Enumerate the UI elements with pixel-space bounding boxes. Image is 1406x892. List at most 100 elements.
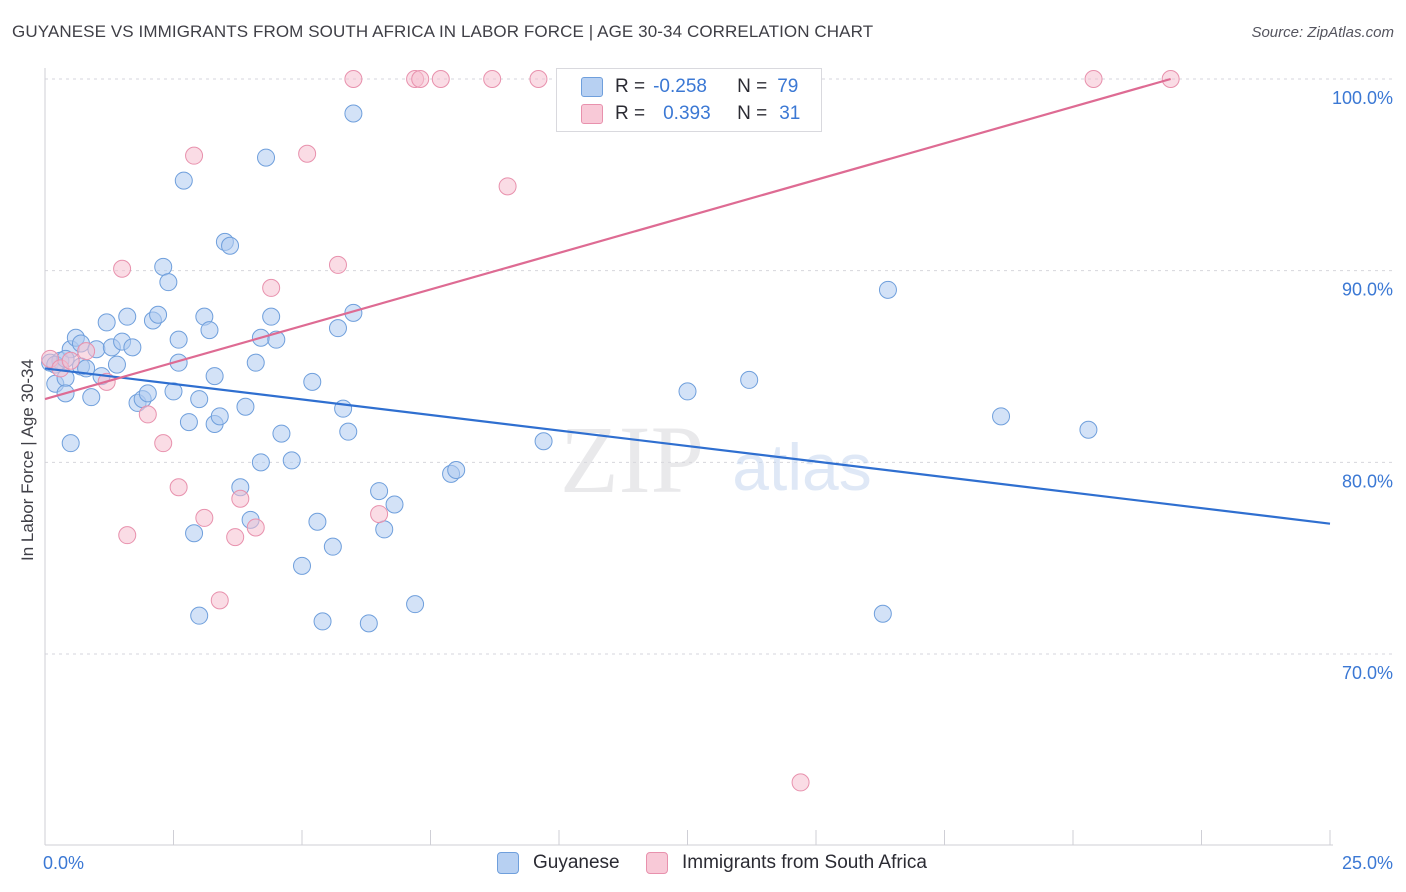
- guyanese-point: [123, 338, 142, 357]
- y-tick-label: 70.0%: [1342, 663, 1393, 683]
- south-africa-point: [185, 146, 204, 165]
- south-africa-point: [61, 351, 80, 370]
- guyanese-point: [282, 451, 301, 470]
- south-africa-point: [77, 342, 96, 361]
- south-africa-point: [344, 70, 363, 88]
- south-africa-point: [195, 508, 214, 527]
- x-tick-label: 0.0%: [43, 853, 84, 873]
- guyanese-point: [1079, 420, 1098, 439]
- south-africa-point: [231, 489, 250, 508]
- y-tick-label: 100.0%: [1332, 88, 1393, 108]
- south-africa-point: [370, 505, 389, 524]
- bottom-legend-south-africa: Immigrants from South Africa: [646, 851, 927, 875]
- grid-lines: [45, 78, 1395, 655]
- guyanese-point: [149, 305, 168, 324]
- legend-row-guyanese: R = -0.258 N = 79: [581, 75, 798, 99]
- bottom-legend-label: Guyanese: [533, 852, 620, 873]
- south-africa-point: [113, 259, 132, 278]
- south-africa-points: [41, 70, 1180, 792]
- guyanese-point: [339, 422, 358, 441]
- legend-swatch-pink: [581, 104, 603, 124]
- watermark-atlas: atlas: [732, 430, 871, 504]
- guyanese-point: [370, 482, 389, 501]
- y-axis-label: In Labor Force | Age 30-34: [18, 359, 37, 561]
- guyanese-point: [375, 520, 394, 539]
- guyanese-point: [257, 148, 276, 167]
- legend-r-value: 0.393: [663, 103, 711, 124]
- south-africa-point: [169, 478, 188, 497]
- south-africa-point: [431, 70, 450, 88]
- guyanese-point: [303, 372, 322, 391]
- legend-n-value: 31: [779, 103, 801, 124]
- south-africa-point: [262, 278, 281, 297]
- guyanese-point: [678, 382, 697, 401]
- legend-r-label: R =: [615, 103, 646, 124]
- y-tick-label: 80.0%: [1342, 471, 1393, 491]
- guyanese-point: [740, 370, 759, 389]
- guyanese-point: [154, 257, 173, 276]
- south-africa-point: [791, 773, 810, 792]
- bottom-legend-swatch-blue: [497, 852, 519, 874]
- guyanese-trend-line: [44, 367, 1331, 525]
- guyanese-point: [185, 524, 204, 543]
- guyanese-point: [210, 407, 229, 426]
- legend-n-label: N =: [737, 103, 768, 124]
- watermark: ZIP atlas: [560, 406, 872, 513]
- guyanese-point: [174, 171, 193, 190]
- guyanese-point: [328, 319, 347, 338]
- south-africa-point: [154, 434, 173, 453]
- guyanese-point: [179, 413, 198, 432]
- watermark-zip: ZIP: [560, 406, 704, 513]
- south-africa-point: [529, 70, 548, 88]
- south-africa-point: [498, 177, 517, 196]
- guyanese-point: [873, 604, 892, 623]
- guyanese-point: [246, 353, 265, 372]
- bottom-legend-label: Immigrants from South Africa: [682, 852, 927, 873]
- tick-labels: 70.0% 80.0% 90.0% 100.0% 0.0% 25.0%: [43, 88, 1393, 873]
- south-africa-point: [118, 526, 137, 545]
- south-africa-trend-line: [44, 77, 1171, 401]
- south-africa-point: [298, 144, 317, 163]
- guyanese-point: [262, 307, 281, 326]
- guyanese-point: [205, 367, 224, 386]
- guyanese-point: [97, 313, 116, 332]
- guyanese-point: [878, 280, 897, 299]
- south-africa-point: [246, 518, 265, 537]
- guyanese-point: [169, 330, 188, 349]
- south-africa-point: [210, 591, 229, 610]
- south-africa-point: [138, 405, 157, 424]
- legend-r-label: R =: [615, 76, 646, 97]
- axes: [44, 68, 1333, 846]
- guyanese-point: [406, 595, 425, 614]
- legend-r-value: -0.258: [653, 76, 707, 97]
- south-africa-point: [483, 70, 502, 88]
- guyanese-point: [159, 273, 178, 292]
- south-africa-point: [226, 528, 245, 547]
- legend-n-value: 79: [777, 76, 799, 97]
- guyanese-point: [308, 512, 327, 531]
- guyanese-point: [385, 495, 404, 514]
- y-tick-label: 90.0%: [1342, 280, 1393, 300]
- stats-legend: R = -0.258 N = 79 R = 0.393 N = 31: [556, 68, 822, 132]
- south-africa-point: [1084, 70, 1103, 88]
- guyanese-point: [293, 556, 311, 575]
- guyanese-point: [61, 434, 80, 453]
- guyanese-point: [313, 612, 332, 631]
- trend-lines: [44, 77, 1331, 525]
- bottom-legend-swatch-pink: [646, 852, 668, 874]
- guyanese-point: [190, 390, 209, 409]
- guyanese-point: [251, 453, 270, 472]
- x-tick-label: 25.0%: [1342, 853, 1393, 873]
- guyanese-point: [272, 424, 291, 443]
- south-africa-point: [328, 255, 347, 274]
- guyanese-point: [992, 407, 1011, 426]
- legend-row-south-africa: R = 0.393 N = 31: [581, 102, 800, 126]
- south-africa-point: [411, 70, 430, 88]
- guyanese-point: [447, 461, 466, 479]
- guyanese-point: [190, 606, 209, 625]
- guyanese-point: [118, 307, 137, 326]
- guyanese-point: [323, 537, 342, 556]
- legend-swatch-blue: [581, 77, 603, 97]
- guyanese-point: [344, 104, 363, 123]
- chart-title: GUYANESE VS IMMIGRANTS FROM SOUTH AFRICA…: [12, 22, 874, 41]
